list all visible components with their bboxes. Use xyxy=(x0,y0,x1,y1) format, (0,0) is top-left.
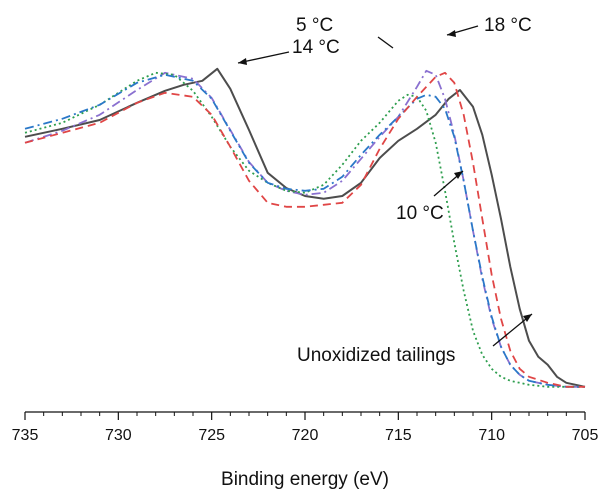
annotation-unoxidized-tailings: Unoxidized tailings xyxy=(297,345,455,366)
annotation-18c: 18 °C xyxy=(484,15,532,36)
annotation-14c: 14 °C xyxy=(292,37,340,58)
x-tick-label: 725 xyxy=(198,427,225,444)
annotation-10c-arrowhead xyxy=(454,171,463,179)
x-axis-ticks: 735 730 725 720 715 710 705 xyxy=(12,412,599,444)
x-axis: 735 730 725 720 715 710 705 Binding energy (eV… xyxy=(12,411,599,490)
x-tick-label: 710 xyxy=(478,427,505,444)
annotation-unoxidized-arrowhead xyxy=(523,314,532,322)
annotation-5c-pointer xyxy=(377,36,394,49)
x-tick-label: 715 xyxy=(385,427,412,444)
x-axis-title: Binding energy (eV) xyxy=(221,469,389,490)
x-tick-label: 730 xyxy=(105,427,132,444)
x-tick-label: 705 xyxy=(572,427,599,444)
annotation-14c-arrowhead xyxy=(238,58,247,65)
annotation-18c-arrowhead xyxy=(447,30,456,37)
series-line-14-c xyxy=(24,73,585,388)
x-tick-label: 720 xyxy=(292,427,319,444)
annotation-5c: 5 °C xyxy=(296,15,333,36)
series-line-18-c xyxy=(24,71,585,388)
annotation-14c-pointer xyxy=(237,51,290,64)
series-line-10-c xyxy=(24,71,585,388)
x-tick-label: 735 xyxy=(12,427,39,444)
series-layer xyxy=(24,67,586,388)
annotation-10c: 10 °C xyxy=(396,203,444,224)
annotation-layer: 5 °C 18 °C 14 °C 10 °C Unoxidized tailin… xyxy=(237,15,533,366)
